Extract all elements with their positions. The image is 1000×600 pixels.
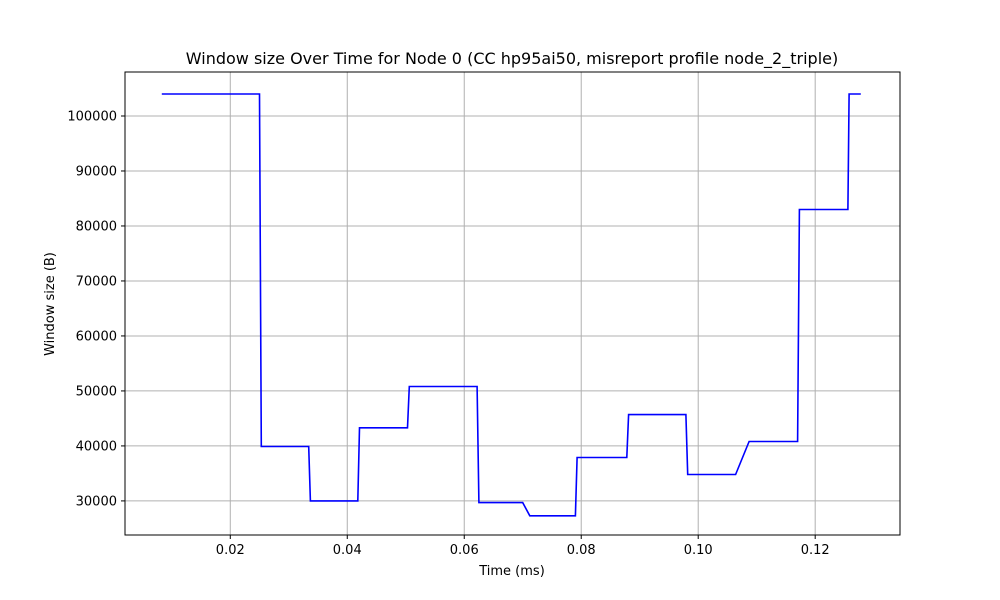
y-tick-label: 50000	[76, 384, 117, 399]
plot-frame	[124, 71, 901, 536]
y-tick-label: 70000	[76, 274, 117, 289]
x-tick-label: 0.02	[216, 543, 245, 558]
x-tick-label: 0.04	[333, 543, 362, 558]
x-tick-label: 0.08	[567, 543, 596, 558]
chart-title: Window size Over Time for Node 0 (CC hp9…	[186, 49, 838, 69]
y-tick-label: 40000	[76, 439, 117, 454]
tick-layer: 0.02 0.04 0.06 0.08 0.10 0.12 30000 40000 50000 6…	[67, 109, 829, 558]
x-tick-label: 0.12	[801, 543, 830, 558]
y-axis-label: Window size (B)	[43, 252, 58, 356]
x-tick-label: 0.10	[684, 543, 713, 558]
y-tick-label: 100000	[67, 109, 117, 124]
y-tick-label: 90000	[76, 164, 117, 179]
y-tick-label: 30000	[76, 494, 117, 509]
series-line-window-size	[161, 93, 861, 517]
x-tick-label: 0.06	[450, 543, 479, 558]
series-layer	[161, 93, 861, 517]
x-axis-label: Time (ms)	[478, 564, 545, 579]
y-tick-label: 60000	[76, 329, 117, 344]
grid-layer	[125, 72, 900, 535]
y-tick-label: 80000	[76, 219, 117, 234]
